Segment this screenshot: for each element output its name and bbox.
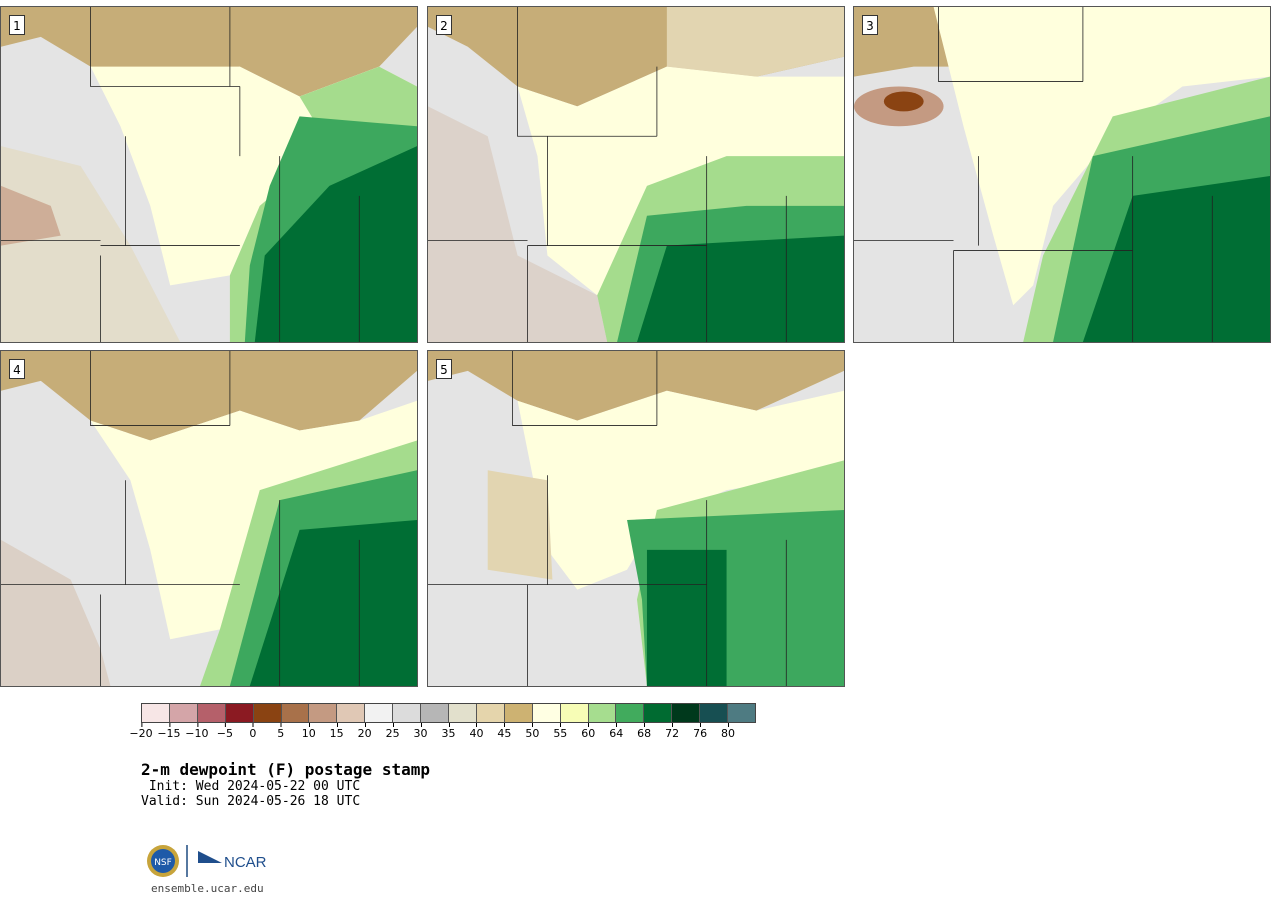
colorbar-tick-label: 64 — [609, 723, 624, 740]
colorbar-tick-label: 80 — [721, 723, 736, 740]
colorbar-tick-label: 20 — [357, 723, 372, 740]
colorbar-segment — [616, 704, 645, 722]
colorbar-tick-label: 68 — [637, 723, 652, 740]
colorbar — [141, 703, 756, 723]
colorbar-ticks: −20 −15 −10 −5 0 5 10 15 20 25 30 35 40 45 50 55 60 64 68 7… — [129, 723, 756, 743]
stamp-1: 1 — [0, 6, 418, 343]
nsf-logo-text: NSF — [154, 858, 172, 868]
dewpoint-map-3 — [854, 7, 1270, 342]
ncar-logo-text: NCAR — [224, 854, 267, 871]
colorbar-segment — [560, 704, 589, 722]
colorbar-segment — [365, 704, 394, 722]
stamp-number: 3 — [862, 15, 878, 35]
plot-title: 2-m dewpoint (F) postage stamp — [141, 760, 430, 779]
colorbar-segment — [448, 704, 477, 722]
colorbar-tick-label: −20 — [129, 723, 153, 740]
colorbar-tick-label: 60 — [581, 723, 596, 740]
colorbar-tick-label: 45 — [497, 723, 512, 740]
colorbar-tick-label: 72 — [665, 723, 680, 740]
colorbar-segment — [337, 704, 366, 722]
init-time: Init: Wed 2024-05-22 00 UTC — [141, 779, 361, 794]
dewpoint-map-4 — [1, 351, 417, 686]
colorbar-segment — [728, 704, 755, 722]
valid-time: Valid: Sun 2024-05-26 18 UTC — [141, 794, 361, 809]
colorbar-tick-label: 15 — [329, 723, 344, 740]
colorbar-tick-label: 5 — [277, 723, 285, 740]
colorbar-segment — [421, 704, 449, 722]
colorbar-tick-label: 25 — [385, 723, 400, 740]
colorbar-segment — [700, 704, 729, 722]
colorbar-tick-label: 30 — [413, 723, 428, 740]
colorbar-segment — [672, 704, 701, 722]
colorbar-segment — [644, 704, 673, 722]
colorbar-segment — [532, 704, 561, 722]
dewpoint-map-1 — [1, 7, 417, 342]
stamp-3: 3 — [853, 6, 1271, 343]
colorbar-segment — [197, 704, 226, 722]
colorbar-segment — [476, 704, 505, 722]
colorbar-segment — [169, 704, 198, 722]
colorbar-tick-label: −15 — [157, 723, 181, 740]
stamp-2: 2 — [427, 6, 845, 343]
colorbar-segment — [309, 704, 338, 722]
colorbar-segment — [253, 704, 282, 722]
colorbar-tick-label: 35 — [441, 723, 456, 740]
stamp-number: 1 — [9, 15, 25, 35]
colorbar-tick-label: 10 — [301, 723, 316, 740]
colorbar-tick-label: 76 — [693, 723, 708, 740]
colorbar-tick-label: −5 — [216, 723, 233, 740]
colorbar-tick-label: −10 — [185, 723, 209, 740]
stamp-5: 5 — [427, 350, 845, 687]
dewpoint-map-2 — [428, 7, 844, 342]
stamp-number: 5 — [436, 359, 452, 379]
colorbar-segment — [588, 704, 617, 722]
colorbar-segment — [281, 704, 310, 722]
colorbar-tick-label: 0 — [249, 723, 257, 740]
colorbar-tick-label: 50 — [525, 723, 540, 740]
stamp-number: 2 — [436, 15, 452, 35]
stamp-4: 4 — [0, 350, 418, 687]
colorbar-segment — [504, 704, 533, 722]
nsf-ncar-logo: NSF NCAR — [147, 845, 267, 877]
colorbar-segment — [142, 704, 170, 722]
colorbar-tick-label: 40 — [469, 723, 484, 740]
stamp-number: 4 — [9, 359, 25, 379]
colorbar-segment — [393, 704, 422, 722]
colorbar-segment — [225, 704, 254, 722]
dewpoint-map-5 — [428, 351, 844, 686]
colorbar-tick-label: 55 — [553, 723, 568, 740]
site-url: ensemble.ucar.edu — [151, 882, 264, 895]
